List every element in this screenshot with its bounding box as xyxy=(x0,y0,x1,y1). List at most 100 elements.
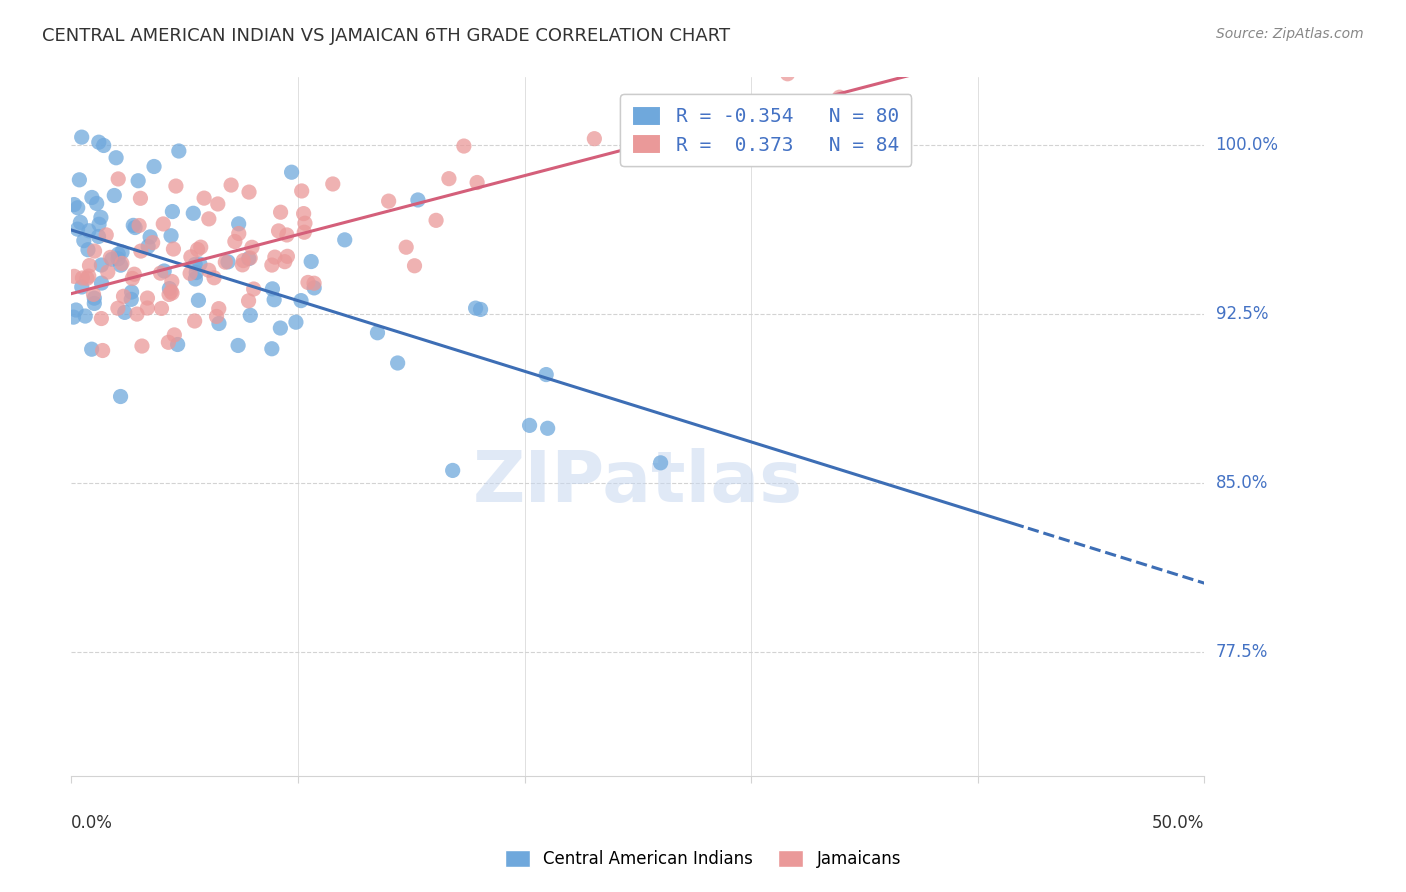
Point xyxy=(377,194,399,208)
Point xyxy=(425,213,447,227)
Point xyxy=(260,258,283,272)
Point xyxy=(124,267,146,281)
Point xyxy=(66,222,89,236)
Point xyxy=(73,234,96,248)
Point xyxy=(80,342,103,356)
Point xyxy=(179,267,201,281)
Point xyxy=(136,239,159,253)
Point xyxy=(453,139,475,153)
Point xyxy=(86,196,108,211)
Point xyxy=(90,276,112,290)
Point xyxy=(87,229,110,244)
Point xyxy=(136,301,159,315)
Point xyxy=(437,171,460,186)
Point xyxy=(100,251,122,265)
Point xyxy=(208,301,231,316)
Point xyxy=(404,259,426,273)
Text: 50.0%: 50.0% xyxy=(1152,814,1205,832)
Point xyxy=(302,277,325,291)
Point xyxy=(387,356,409,370)
Point xyxy=(294,216,316,230)
Point xyxy=(207,197,229,211)
Point xyxy=(143,160,166,174)
Point xyxy=(111,256,134,270)
Point xyxy=(162,204,184,219)
Point xyxy=(269,321,291,335)
Point xyxy=(366,326,388,340)
Point xyxy=(121,285,143,299)
Point xyxy=(70,130,93,145)
Point xyxy=(395,240,418,254)
Point xyxy=(62,310,84,325)
Point xyxy=(188,257,211,271)
Point xyxy=(125,307,148,321)
Point xyxy=(66,201,89,215)
Point xyxy=(263,293,285,307)
Point xyxy=(181,206,204,220)
Point xyxy=(152,217,174,231)
Point xyxy=(292,225,315,239)
Point xyxy=(157,287,180,301)
Point xyxy=(184,257,207,271)
Point xyxy=(87,217,110,231)
Point xyxy=(90,211,112,225)
Point xyxy=(142,235,165,250)
Point xyxy=(107,252,129,266)
Point xyxy=(124,220,146,235)
Point xyxy=(149,266,172,280)
Point xyxy=(160,275,183,289)
Point xyxy=(166,337,188,351)
Point xyxy=(65,303,87,318)
Point xyxy=(276,227,298,242)
Point xyxy=(87,135,110,149)
Point xyxy=(828,90,851,104)
Point xyxy=(67,173,90,187)
Legend: R = -0.354   N = 80, R =  0.373   N = 84: R = -0.354 N = 80, R = 0.373 N = 84 xyxy=(620,95,911,166)
Text: 77.5%: 77.5% xyxy=(1216,642,1268,661)
Text: 100.0%: 100.0% xyxy=(1216,136,1278,154)
Point xyxy=(299,254,322,268)
Point xyxy=(238,293,260,308)
Text: 0.0%: 0.0% xyxy=(72,814,112,832)
Point xyxy=(239,251,262,265)
Legend: Central American Indians, Jamaicans: Central American Indians, Jamaicans xyxy=(498,843,908,875)
Point xyxy=(139,230,162,244)
Point xyxy=(103,188,125,202)
Point xyxy=(83,244,105,258)
Point xyxy=(153,264,176,278)
Text: 92.5%: 92.5% xyxy=(1216,305,1268,323)
Point xyxy=(150,301,173,316)
Point xyxy=(464,301,486,315)
Point xyxy=(186,266,208,280)
Point xyxy=(291,184,314,198)
Text: Source: ZipAtlas.com: Source: ZipAtlas.com xyxy=(1216,27,1364,41)
Point xyxy=(167,144,190,158)
Point xyxy=(184,272,207,286)
Point xyxy=(292,206,315,220)
Point xyxy=(228,227,250,241)
Point xyxy=(534,368,557,382)
Point xyxy=(226,338,249,352)
Point xyxy=(224,235,246,249)
Point xyxy=(110,390,132,404)
Point xyxy=(205,310,228,324)
Point xyxy=(83,296,105,310)
Point xyxy=(465,176,488,190)
Point xyxy=(239,308,262,322)
Point xyxy=(90,311,112,326)
Point xyxy=(75,309,97,323)
Point xyxy=(180,250,202,264)
Point xyxy=(127,174,149,188)
Point xyxy=(69,215,91,229)
Point xyxy=(198,211,221,226)
Point xyxy=(650,456,672,470)
Text: 85.0%: 85.0% xyxy=(1216,474,1268,491)
Point xyxy=(63,197,86,211)
Point xyxy=(165,179,187,194)
Point xyxy=(77,243,100,257)
Point xyxy=(114,305,136,319)
Point xyxy=(333,233,356,247)
Point xyxy=(537,421,560,435)
Point xyxy=(79,259,101,273)
Point xyxy=(214,255,236,269)
